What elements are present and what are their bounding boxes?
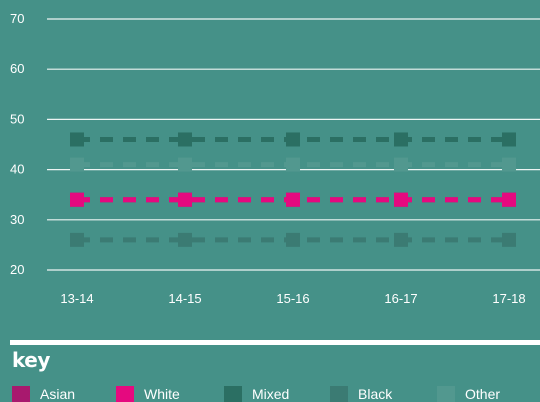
key-title: key bbox=[12, 348, 50, 372]
legend-swatch-other bbox=[437, 386, 455, 402]
point-other-17-18 bbox=[502, 157, 516, 172]
legend-item-other: Other bbox=[437, 386, 500, 402]
legend-item-black: Black bbox=[330, 386, 392, 402]
legend-swatch-black bbox=[330, 386, 348, 402]
legend-label-black: Black bbox=[358, 386, 393, 402]
point-mixed-14-15 bbox=[178, 132, 192, 147]
point-black-17-18 bbox=[502, 232, 516, 247]
legend-swatch-asian bbox=[12, 386, 30, 402]
point-white-13-14 bbox=[70, 192, 84, 207]
point-other-15-16 bbox=[286, 157, 300, 172]
x-tick-label-13-14: 13-14 bbox=[60, 291, 93, 306]
point-other-14-15 bbox=[178, 157, 192, 172]
point-black-13-14 bbox=[70, 232, 84, 247]
y-tick-label-70: 70 bbox=[10, 11, 24, 26]
point-white-15-16 bbox=[286, 192, 300, 207]
point-black-15-16 bbox=[286, 232, 300, 247]
x-tick-label-15-16: 15-16 bbox=[276, 291, 309, 306]
y-tick-label-40: 40 bbox=[10, 162, 24, 177]
point-white-14-15 bbox=[178, 192, 192, 207]
series-black bbox=[70, 232, 516, 247]
legend-item-asian: Asian bbox=[12, 386, 75, 402]
series-white bbox=[70, 192, 516, 207]
legend-item-white: White bbox=[116, 386, 180, 402]
key-divider bbox=[10, 340, 540, 345]
x-tick-label-17-18: 17-18 bbox=[492, 291, 525, 306]
point-mixed-15-16 bbox=[286, 132, 300, 147]
legend-label-other: Other bbox=[465, 386, 501, 402]
x-tick-label-16-17: 16-17 bbox=[384, 291, 417, 306]
point-white-17-18 bbox=[502, 192, 516, 207]
point-mixed-17-18 bbox=[502, 132, 516, 147]
y-tick-label-60: 60 bbox=[10, 61, 24, 76]
x-tick-label-14-15: 14-15 bbox=[168, 291, 201, 306]
point-mixed-13-14 bbox=[70, 132, 84, 147]
point-black-16-17 bbox=[394, 232, 408, 247]
y-tick-label-30: 30 bbox=[10, 212, 24, 227]
series-lines bbox=[70, 132, 516, 247]
point-black-14-15 bbox=[178, 232, 192, 247]
point-other-13-14 bbox=[70, 157, 84, 172]
series-other bbox=[70, 157, 516, 172]
point-white-16-17 bbox=[394, 192, 408, 207]
point-other-16-17 bbox=[394, 157, 408, 172]
legend-item-mixed: Mixed bbox=[224, 386, 289, 402]
point-mixed-16-17 bbox=[394, 132, 408, 147]
y-tick-label-50: 50 bbox=[10, 111, 24, 126]
legend-swatch-white bbox=[116, 386, 134, 402]
x-axis-tick-labels: 13-14 14-15 15-16 16-17 17-18 bbox=[60, 291, 525, 306]
legend-label-white: White bbox=[144, 386, 180, 402]
series-mixed bbox=[70, 132, 516, 147]
y-tick-label-20: 20 bbox=[10, 262, 24, 277]
y-axis-tick-labels: 20 30 40 50 60 70 bbox=[10, 11, 24, 277]
legend-label-mixed: Mixed bbox=[252, 386, 290, 402]
legend: Asian White Mixed Black Other bbox=[0, 386, 540, 402]
line-chart: 20 30 40 50 60 70 13-14 14-15 15-16 16-17 17-18 bbox=[10, 11, 540, 306]
legend-label-asian: Asian bbox=[40, 386, 76, 402]
legend-swatch-mixed bbox=[224, 386, 242, 402]
